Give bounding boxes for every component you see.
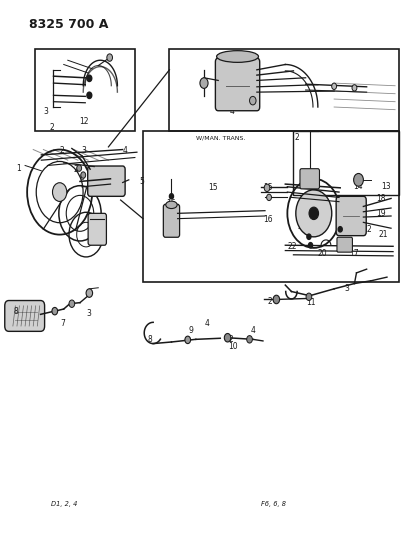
FancyBboxPatch shape — [300, 168, 319, 189]
Circle shape — [273, 295, 279, 304]
Bar — [169, 49, 399, 131]
Circle shape — [86, 289, 93, 297]
Text: 19: 19 — [376, 209, 386, 218]
FancyBboxPatch shape — [5, 301, 44, 332]
Text: 16: 16 — [264, 215, 273, 224]
Text: D1, 2, 4: D1, 2, 4 — [51, 501, 77, 507]
Circle shape — [247, 336, 253, 343]
Circle shape — [224, 334, 231, 342]
Circle shape — [185, 336, 191, 344]
Circle shape — [306, 293, 312, 301]
Ellipse shape — [166, 201, 177, 208]
Circle shape — [77, 165, 82, 171]
Text: F6, 6, 8: F6, 6, 8 — [261, 501, 286, 507]
Circle shape — [53, 183, 67, 201]
FancyBboxPatch shape — [215, 58, 260, 111]
Text: 22: 22 — [288, 242, 297, 251]
Text: 4: 4 — [251, 326, 255, 335]
Circle shape — [266, 194, 271, 200]
Text: 2: 2 — [59, 146, 64, 155]
Circle shape — [52, 308, 58, 315]
Circle shape — [169, 193, 173, 199]
Bar — [35, 49, 135, 131]
Circle shape — [200, 78, 208, 88]
Text: 6: 6 — [306, 230, 311, 239]
Text: 8325 700 A: 8325 700 A — [29, 18, 109, 31]
Text: 9: 9 — [188, 326, 193, 335]
Text: 11: 11 — [306, 298, 315, 307]
Text: 3: 3 — [345, 284, 350, 293]
Circle shape — [250, 96, 256, 105]
Text: 17: 17 — [350, 249, 359, 258]
Text: 2: 2 — [294, 133, 299, 142]
FancyBboxPatch shape — [337, 237, 353, 252]
Bar — [143, 131, 399, 282]
Text: 12: 12 — [79, 117, 89, 126]
Text: 15: 15 — [264, 183, 273, 192]
Text: 2: 2 — [73, 165, 78, 174]
Text: 14: 14 — [354, 182, 364, 191]
FancyBboxPatch shape — [88, 166, 125, 196]
Text: 21: 21 — [378, 230, 388, 239]
Text: 3: 3 — [87, 309, 92, 318]
Text: 17: 17 — [166, 230, 175, 239]
Circle shape — [309, 207, 319, 220]
Text: 4: 4 — [230, 107, 235, 116]
FancyBboxPatch shape — [336, 196, 366, 236]
Circle shape — [264, 184, 270, 191]
Text: 7: 7 — [60, 319, 65, 328]
Text: 3: 3 — [43, 107, 48, 116]
FancyBboxPatch shape — [88, 213, 106, 245]
Text: 16: 16 — [166, 199, 175, 208]
Text: 8: 8 — [14, 307, 18, 316]
Text: 3: 3 — [82, 146, 86, 155]
Text: 2: 2 — [49, 123, 54, 132]
Circle shape — [332, 83, 337, 90]
Text: 6: 6 — [80, 173, 84, 182]
Text: 13: 13 — [381, 182, 391, 191]
Circle shape — [87, 75, 92, 82]
Circle shape — [107, 54, 113, 61]
Text: W/MAN. TRANS.: W/MAN. TRANS. — [195, 135, 245, 140]
Circle shape — [352, 85, 357, 91]
Text: 1: 1 — [16, 164, 21, 173]
Bar — [293, 131, 399, 195]
Text: 4: 4 — [205, 319, 210, 328]
Circle shape — [81, 172, 86, 178]
Text: 2: 2 — [366, 225, 371, 234]
Text: 5: 5 — [140, 177, 144, 186]
Circle shape — [69, 300, 75, 308]
Text: 2: 2 — [228, 335, 233, 344]
Text: 20: 20 — [317, 249, 327, 258]
Text: 4: 4 — [122, 146, 127, 155]
FancyBboxPatch shape — [163, 204, 180, 237]
Text: 2: 2 — [268, 296, 272, 305]
Text: 18: 18 — [376, 194, 386, 203]
Text: 15: 15 — [208, 183, 218, 192]
Ellipse shape — [217, 51, 259, 62]
Circle shape — [338, 227, 342, 232]
Text: 10: 10 — [228, 342, 238, 351]
Circle shape — [87, 92, 92, 99]
Circle shape — [308, 243, 313, 248]
Circle shape — [307, 234, 311, 239]
Text: 2: 2 — [297, 222, 302, 231]
Circle shape — [354, 173, 364, 186]
Circle shape — [296, 190, 332, 237]
Text: 8: 8 — [148, 335, 153, 344]
